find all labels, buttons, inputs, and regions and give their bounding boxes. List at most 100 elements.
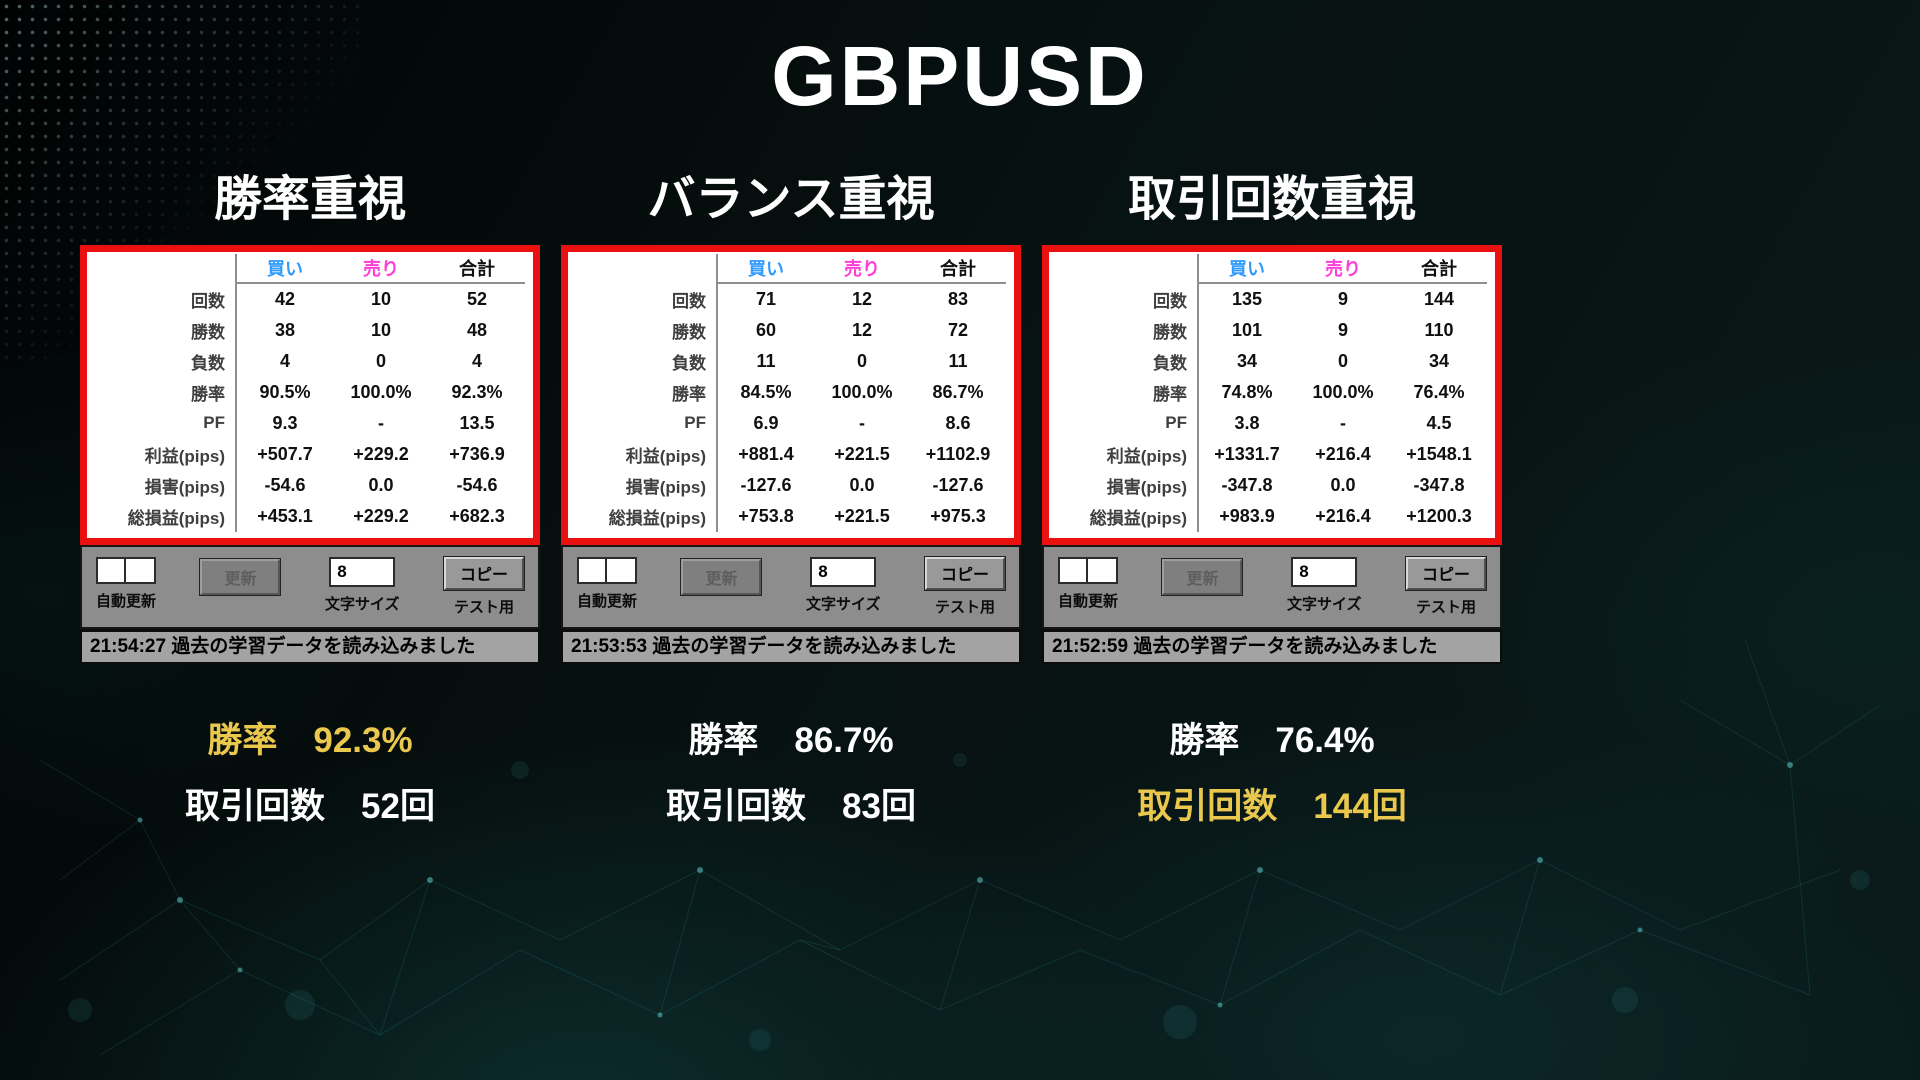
font-size-label: 文字サイズ: [1286, 595, 1362, 613]
checkbox-box[interactable]: [577, 556, 607, 584]
cell-total: +682.3: [449, 505, 505, 526]
update-button[interactable]: 更新: [199, 557, 282, 596]
cell-total: +1102.9: [925, 443, 991, 464]
row-label: 損害(pips): [1051, 469, 1199, 501]
auto-update-checkbox[interactable]: [1058, 556, 1118, 584]
column-header-buy: 買い: [237, 254, 333, 285]
cell-total: 34: [1428, 351, 1450, 372]
summary-label: 取引回数: [666, 786, 807, 826]
cell-buy: 60: [755, 320, 777, 341]
cell-sell: +221.5: [834, 505, 890, 526]
cell-sell: +229.2: [353, 505, 409, 526]
stats-window: 買い 売り 合計 回数 71 12 83 勝数 60 12 72 負数 11 0 11 勝率 84.…: [561, 244, 1021, 545]
row-label: 回数: [1051, 284, 1199, 316]
font-size-group: 文字サイズ: [805, 556, 881, 614]
cell-sell: 0: [375, 351, 386, 372]
column-header-total: 合計: [1391, 254, 1487, 285]
checkbox-box[interactable]: [96, 556, 126, 584]
status-bar: 21:52:59 過去の学習データを読み込みました: [1042, 628, 1502, 664]
cell-sell: 12: [851, 320, 873, 341]
panel-trade-count-focus: 取引回数重視 買い 売り 合計 回数 135 9 144 勝数 101 9 110 負数 34…: [1042, 169, 1502, 844]
update-button[interactable]: 更新: [680, 557, 763, 596]
cell-sell: 9: [1337, 289, 1348, 310]
font-size-input[interactable]: [1291, 556, 1358, 587]
cell-buy: -54.6: [264, 474, 306, 495]
font-size-input[interactable]: [810, 556, 877, 587]
cell-buy: -347.8: [1221, 474, 1273, 495]
cell-buy: 84.5%: [740, 382, 792, 403]
update-group: 更新: [199, 557, 282, 596]
font-size-group: 文字サイズ: [1286, 556, 1362, 614]
checkbox-box[interactable]: [126, 556, 156, 584]
cell-total: -127.6: [932, 474, 984, 495]
cell-total: 110: [1424, 320, 1454, 341]
font-size-label: 文字サイズ: [805, 595, 881, 613]
copy-group: コピー テスト用: [923, 555, 1006, 617]
summary-win-rate: 勝率 76.4%: [1042, 712, 1502, 763]
panels-row: 勝率重視 買い 売り 合計 回数 42 10 52 勝数 38 10 48 負数 4 0 4 勝率…: [80, 169, 1502, 844]
column-header-total: 合計: [429, 254, 525, 285]
cell-sell: 0: [1337, 351, 1348, 372]
cell-total: 144: [1423, 289, 1455, 310]
row-label: 損害(pips): [570, 469, 718, 501]
cell-total: -347.8: [1413, 474, 1465, 495]
row-label: 総損益(pips): [1051, 500, 1199, 532]
cell-sell: -: [859, 412, 865, 433]
row-label: 勝率: [89, 377, 237, 409]
cell-sell: 12: [851, 289, 873, 310]
cell-sell: +221.5: [834, 443, 890, 464]
auto-update-checkbox[interactable]: [577, 556, 637, 584]
cell-total: 86.7%: [932, 382, 984, 403]
auto-update-label: 自動更新: [577, 592, 638, 610]
cell-total: 48: [466, 320, 488, 341]
summary-label: 取引回数: [185, 786, 326, 826]
cell-buy: +453.1: [257, 505, 313, 526]
copy-button[interactable]: コピー: [923, 555, 1006, 591]
summary-value: 76.4%: [1275, 720, 1375, 760]
copy-button[interactable]: コピー: [442, 555, 525, 591]
table-corner: [570, 253, 718, 285]
row-label: 負数: [1051, 346, 1199, 378]
cell-buy: +983.9: [1219, 505, 1275, 526]
update-group: 更新: [1161, 557, 1244, 596]
checkbox-box[interactable]: [1088, 556, 1118, 584]
copy-group: コピー テスト用: [1404, 555, 1487, 617]
checkbox-box[interactable]: [607, 556, 637, 584]
cell-buy: 11: [756, 351, 776, 372]
panel-balance-focus: バランス重視 買い 売り 合計 回数 71 12 83 勝数 60 12 72 負数 11 0 1…: [561, 169, 1021, 844]
summary-label: 勝率: [1169, 720, 1240, 760]
cell-buy: +881.4: [738, 443, 794, 464]
font-size-input[interactable]: [329, 556, 396, 587]
cell-sell: 0: [856, 351, 867, 372]
copy-button[interactable]: コピー: [1404, 555, 1487, 591]
cell-total: 52: [466, 289, 488, 310]
stats-table: 買い 売り 合計 回数 71 12 83 勝数 60 12 72 負数 11 0 11 勝率 84.…: [570, 253, 1006, 532]
row-label: 勝数: [570, 315, 718, 347]
row-label: 総損益(pips): [570, 500, 718, 532]
cell-buy: 42: [274, 289, 296, 310]
cell-buy: 101: [1231, 320, 1263, 341]
cell-sell: 100.0%: [350, 382, 412, 403]
cell-sell: -: [1340, 412, 1346, 433]
cell-total: 4: [471, 351, 482, 372]
cell-buy: -127.6: [740, 474, 792, 495]
cell-total: 13.5: [459, 412, 495, 433]
auto-update-checkbox[interactable]: [96, 556, 156, 584]
table-corner: [89, 253, 237, 285]
update-button[interactable]: 更新: [1161, 557, 1244, 596]
cell-total: 4.5: [1426, 412, 1452, 433]
cell-sell: +216.4: [1315, 443, 1371, 464]
cell-total: +1200.3: [1406, 505, 1472, 526]
row-label: 勝数: [1051, 315, 1199, 347]
row-label: PF: [89, 408, 237, 439]
update-group: 更新: [680, 557, 763, 596]
stats-window: 買い 売り 合計 回数 135 9 144 勝数 101 9 110 負数 34 0 34 勝率 7…: [1042, 244, 1502, 545]
cell-sell: 0.0: [1330, 474, 1356, 495]
cell-total: 83: [947, 289, 969, 310]
checkbox-box[interactable]: [1058, 556, 1088, 584]
cell-buy: 9.3: [272, 412, 298, 433]
cell-buy: 4: [279, 351, 290, 372]
row-label: 回数: [89, 284, 237, 316]
cell-total: +736.9: [449, 443, 505, 464]
